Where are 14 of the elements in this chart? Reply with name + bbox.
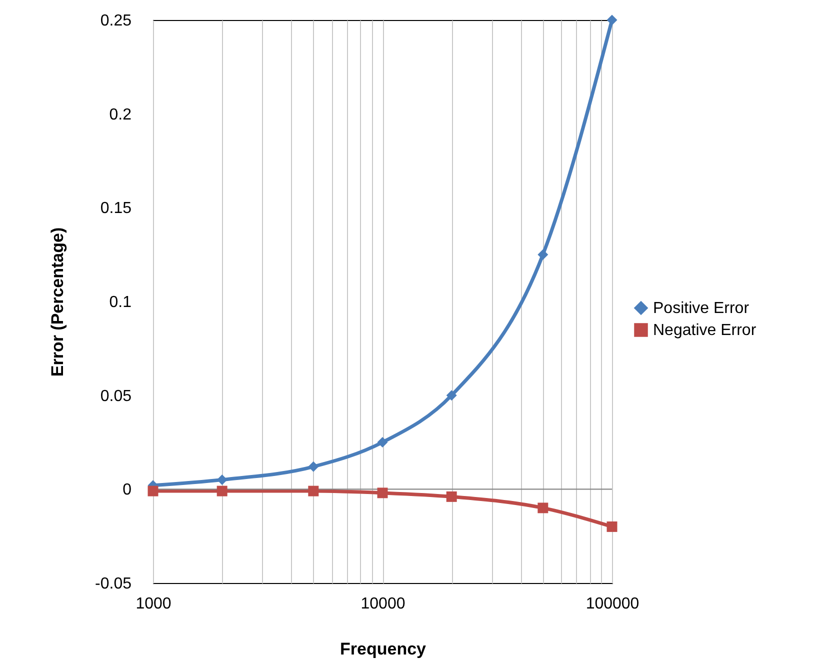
x-axis-title: Frequency	[340, 640, 427, 658]
legend-label: Negative Error	[653, 322, 757, 339]
y-tick-label: 0.25	[100, 12, 132, 30]
y-tick-label: 0.15	[100, 200, 132, 218]
y-tick-label: 0.2	[109, 106, 132, 124]
y-tick-label: 0	[122, 482, 132, 499]
y-tick-label: 0.05	[100, 388, 132, 405]
y-tick-label: 0.1	[109, 294, 132, 311]
x-tick-label: 10000	[360, 596, 406, 612]
legend-label: Positive Error	[653, 300, 750, 317]
y-axis-title: Error (Percentage)	[48, 227, 68, 377]
x-tick-label: 1000	[136, 596, 172, 612]
y-tick-label: -0.05	[95, 576, 132, 592]
x-tick-label: 100000	[586, 596, 640, 612]
